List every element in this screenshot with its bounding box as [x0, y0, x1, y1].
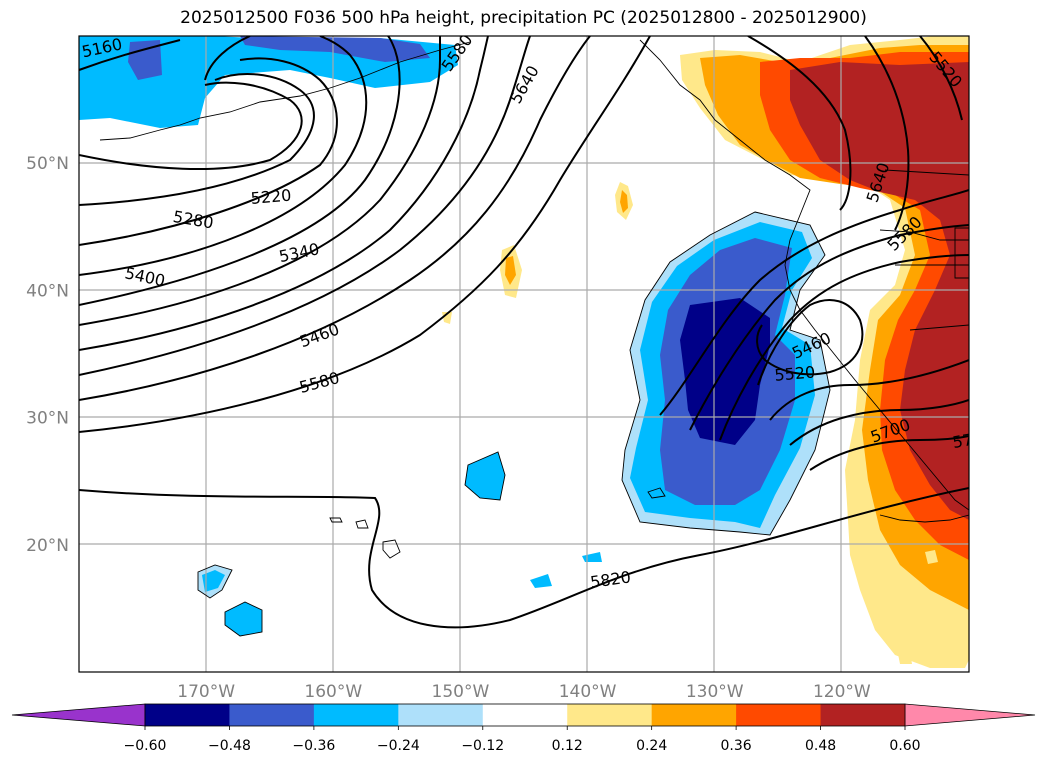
precip-region-blob-d	[530, 574, 552, 588]
colorbar-tick-label: 0.48	[805, 738, 836, 754]
colorbar-tick-label: −0.24	[377, 738, 420, 754]
contour-label-text: 57	[951, 430, 974, 452]
longitude-label: 120°W	[813, 682, 871, 702]
latitude-label: 20°N	[26, 536, 69, 556]
colorbar-segment	[820, 704, 906, 726]
contour-label: 5520	[774, 362, 816, 384]
precip-region-blob-c	[225, 602, 262, 636]
colorbar-tick-label: 0.36	[721, 738, 752, 754]
colorbar-tick-label: 0.24	[636, 738, 667, 754]
colorbar-tick-label: −0.36	[292, 738, 335, 754]
colorbar-tick-label: −0.12	[461, 738, 504, 754]
height-contours	[79, 36, 969, 629]
colorbar: −0.60 −0.48 −0.36 −0.24 −0.12 0.12 0.24 0.36 0.4…	[11, 703, 1036, 754]
contour-label: 5220	[250, 186, 292, 208]
contour-label-text: 5220	[250, 186, 292, 208]
longitude-label: 160°W	[304, 682, 362, 702]
longitude-label: 130°W	[686, 682, 744, 702]
colorbar-segment	[482, 704, 568, 726]
contour-label-text: 5520	[774, 362, 816, 384]
precipitation-shading	[79, 36, 969, 668]
latitude-labels: 20°N 30°N 40°N 50°N	[26, 154, 69, 556]
gridlines	[79, 36, 969, 672]
colorbar-tick-label: 0.12	[552, 738, 583, 754]
colorbar-segment	[145, 704, 230, 726]
colorbar-segment	[229, 704, 315, 726]
coastlines	[99, 39, 969, 637]
precip-region-northwest-dark-red	[790, 62, 969, 520]
colorbar-tick-label: 0.60	[889, 738, 920, 754]
colorbar-tick-label: −0.60	[124, 738, 167, 754]
colorbar-segment	[736, 704, 822, 726]
colorbar-over-extension	[904, 703, 1036, 727]
colorbar-segment	[651, 704, 737, 726]
precip-region-alaska-dark-spot	[128, 40, 162, 80]
precip-region-blob-i	[925, 550, 938, 564]
precip-region-blob-j	[898, 652, 912, 664]
contour-label: 57	[951, 430, 974, 452]
latitude-label: 40°N	[26, 281, 69, 301]
colorbar-tick-label: −0.48	[208, 738, 251, 754]
colorbar-frame	[144, 703, 906, 727]
precip-region-blob-b-inner	[202, 570, 225, 592]
precip-region-blob-g-inner	[505, 256, 516, 285]
colorbar-segment	[398, 704, 484, 726]
longitude-labels: 170°W 160°W 150°W 140°W 130°W 120°W	[177, 682, 871, 702]
colorbar-segment	[313, 704, 399, 726]
latitude-label: 50°N	[26, 154, 69, 174]
longitude-label: 150°W	[432, 682, 490, 702]
longitude-label: 170°W	[177, 682, 235, 702]
longitude-label: 140°W	[559, 682, 617, 702]
precip-region-blob-a	[465, 452, 505, 500]
colorbar-segment	[567, 704, 653, 726]
precip-region-alaska-light-blue	[79, 36, 458, 128]
colorbar-under-extension	[11, 703, 146, 727]
precip-region-blob-f-inner	[620, 190, 628, 213]
map-frame	[78, 35, 970, 673]
map-title: 2025012500 F036 500 hPa height, precipit…	[180, 8, 867, 28]
latitude-label: 30°N	[26, 409, 69, 429]
precip-region-alaska-medium-blue	[240, 36, 430, 62]
